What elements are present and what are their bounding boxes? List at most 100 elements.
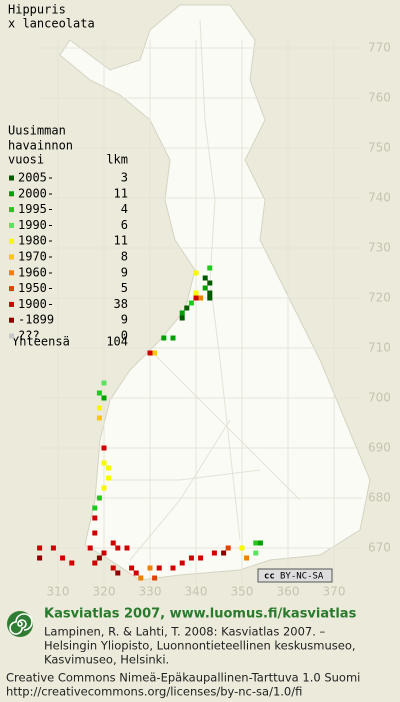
observation-square — [207, 290, 213, 296]
observation-square — [101, 485, 107, 491]
y-tick-label: 770 — [368, 41, 391, 55]
x-tick-label: 360 — [277, 585, 300, 599]
x-tick-label: 310 — [47, 585, 70, 599]
x-tick-label: 370 — [323, 585, 346, 599]
logo-spiral — [9, 613, 33, 635]
legend-count: 3 — [121, 171, 128, 185]
legend-count: 0 — [121, 329, 128, 343]
observation-square — [211, 550, 217, 556]
y-tick-label: 690 — [368, 441, 391, 455]
citation: Helsingin Yliopisto, Luonnontieteellinen… — [44, 639, 356, 653]
observation-square — [179, 560, 185, 566]
observation-square — [106, 475, 112, 481]
observation-square — [221, 550, 227, 556]
observation-square — [37, 545, 43, 551]
observation-square — [92, 560, 98, 566]
legend-swatch — [9, 191, 14, 197]
observation-square — [198, 295, 204, 301]
observation-square — [96, 405, 102, 411]
observation-square — [138, 575, 144, 581]
observation-square — [170, 565, 176, 571]
logo — [7, 611, 33, 637]
total: 104 — [106, 335, 128, 349]
observation-square — [193, 295, 199, 301]
legend-label: 1995- — [18, 202, 54, 216]
legend-count: 9 — [121, 265, 128, 279]
observation-square — [156, 565, 162, 571]
observation-square — [147, 565, 153, 571]
observation-square — [110, 540, 116, 546]
legend-swatch — [9, 175, 14, 181]
observation-square — [253, 550, 259, 556]
observation-square — [193, 270, 199, 276]
y-tick-label: 740 — [368, 191, 391, 205]
license: Creative Commons Nimeä-Epäkaupallinen-Ta… — [6, 671, 360, 685]
legend-column: vuosi — [8, 153, 44, 167]
legend-count: 5 — [121, 281, 128, 295]
legend-swatch — [9, 333, 14, 339]
legend-title: Uusimman — [8, 124, 66, 138]
legend-count: 11 — [114, 186, 128, 200]
legend-label: ??? — [18, 329, 40, 343]
observation-square — [96, 415, 102, 421]
observation-square — [207, 265, 213, 271]
y-tick-label: 670 — [368, 541, 391, 555]
observation-square — [207, 280, 213, 286]
observation-square — [96, 390, 102, 396]
legend-label: 1990- — [18, 218, 54, 232]
legend-swatch — [9, 238, 14, 244]
legend-swatch — [9, 317, 14, 323]
legend-swatch — [9, 207, 14, 213]
citation: Lampinen, R. & Lahti, T. 2008: Kasviatla… — [44, 625, 326, 639]
observation-square — [179, 315, 185, 321]
x-tick-label: 330 — [139, 585, 162, 599]
legend-label: 2005- — [18, 171, 54, 185]
y-tick-label: 700 — [368, 391, 391, 405]
legend-count: 8 — [121, 250, 128, 264]
observation-square — [69, 560, 75, 566]
legend-count: 38 — [114, 297, 128, 311]
observation-square — [198, 555, 204, 561]
observation-square — [207, 295, 213, 301]
observation-square — [239, 545, 245, 551]
observation-square — [133, 570, 139, 576]
observation-square — [92, 505, 98, 511]
legend-label: 2000- — [18, 186, 54, 200]
observation-square — [225, 545, 231, 551]
finland-outline — [59, 4, 371, 581]
y-tick-label: 750 — [368, 141, 391, 155]
observation-square — [161, 335, 167, 341]
x-tick-label: 320 — [93, 585, 116, 599]
logo-circle — [7, 611, 33, 637]
legend-count: 9 — [121, 313, 128, 327]
cc-badge — [257, 568, 333, 583]
citation: Kasvimuseo, Helsinki. — [44, 653, 169, 667]
observation-square — [202, 275, 208, 281]
total-label: Yhteensä — [12, 335, 70, 349]
license: http://creativecommons.org/licenses/by-n… — [6, 685, 302, 699]
observation-square — [147, 350, 153, 356]
y-tick-label: 760 — [368, 91, 391, 105]
observation-square — [101, 395, 107, 401]
observation-square — [87, 545, 93, 551]
observation-square — [37, 555, 43, 561]
x-tick-label: 350 — [231, 585, 254, 599]
title-line: Hippuris — [8, 3, 66, 17]
observation-square — [244, 555, 250, 561]
legend-label: 1900- — [18, 297, 54, 311]
y-tick-label: 710 — [368, 341, 391, 355]
grid — [40, 40, 362, 584]
observation-square — [106, 465, 112, 471]
legend-count: 6 — [121, 218, 128, 232]
cc-text: BY-NC-SA — [280, 572, 324, 582]
y-tick-label: 730 — [368, 241, 391, 255]
observation-square — [188, 555, 194, 561]
legend-column: lkm — [106, 153, 128, 167]
legend-swatch — [9, 301, 14, 307]
legend-swatch — [9, 222, 14, 228]
observation-square — [152, 350, 158, 356]
observation-square — [92, 530, 98, 536]
title-line: x lanceolata — [8, 17, 95, 31]
observation-square — [96, 555, 102, 561]
